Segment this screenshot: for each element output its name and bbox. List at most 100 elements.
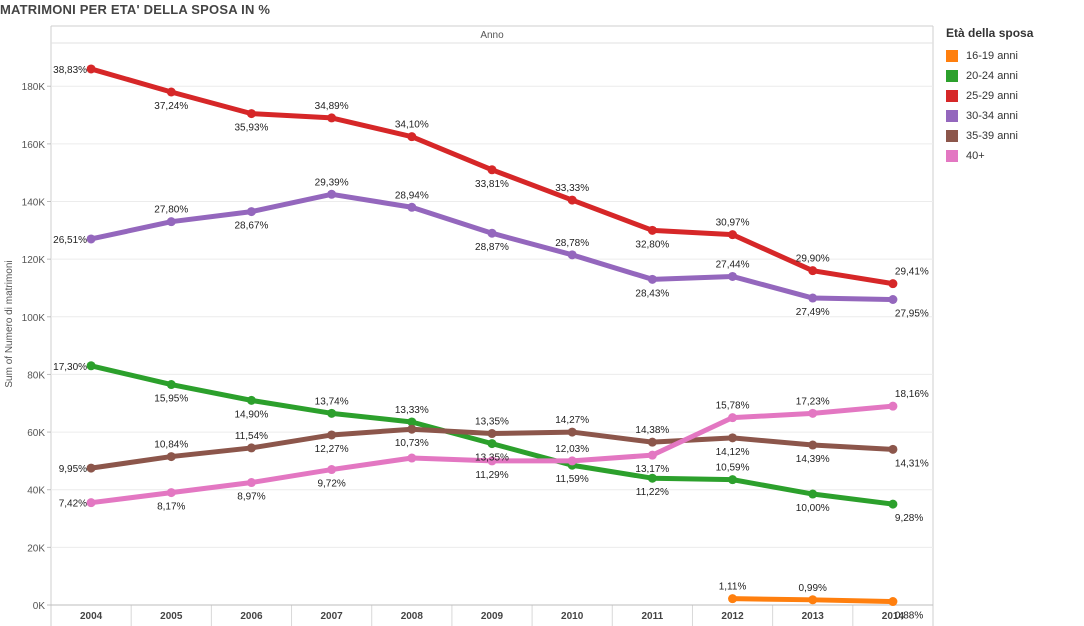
chart-title: MATRIMONI PER ETA' DELLA SPOSA IN % bbox=[0, 2, 271, 17]
x-tick-label: 2011 bbox=[642, 611, 664, 622]
data-point bbox=[327, 189, 337, 199]
y-tick-label: 120K bbox=[22, 255, 46, 266]
data-point bbox=[407, 132, 417, 142]
data-label: 27,44% bbox=[716, 259, 750, 270]
legend-item-16-19[interactable]: 16-19 anni bbox=[944, 46, 1079, 66]
data-point bbox=[728, 475, 738, 485]
data-point bbox=[327, 465, 337, 475]
y-tick-label: 60K bbox=[27, 428, 45, 439]
data-point bbox=[567, 250, 577, 260]
legend-item-30-34[interactable]: 30-34 anni bbox=[944, 106, 1079, 126]
data-label: 28,67% bbox=[234, 221, 268, 232]
data-label: 0,88% bbox=[895, 611, 923, 622]
data-point bbox=[808, 489, 818, 499]
data-point bbox=[567, 427, 577, 437]
legend-label: 30-34 anni bbox=[966, 110, 1018, 122]
legend-item-20-24[interactable]: 20-24 anni bbox=[944, 66, 1079, 86]
legend-label: 40+ bbox=[966, 150, 985, 162]
legend-swatch bbox=[946, 110, 958, 122]
data-point bbox=[166, 488, 176, 498]
data-label: 34,10% bbox=[395, 120, 429, 131]
data-label: 29,90% bbox=[796, 254, 830, 265]
data-label: 11,54% bbox=[235, 431, 268, 442]
y-tick-label: 40K bbox=[27, 486, 45, 497]
data-point bbox=[246, 395, 256, 405]
y-tick-label: 180K bbox=[22, 82, 46, 93]
data-label: 10,59% bbox=[716, 463, 750, 474]
data-point bbox=[728, 594, 738, 604]
legend-swatch bbox=[946, 150, 958, 162]
data-point bbox=[246, 478, 256, 488]
data-point bbox=[888, 401, 898, 411]
data-point bbox=[567, 195, 577, 205]
data-label: 13,35% bbox=[475, 453, 509, 464]
y-tick-label: 80K bbox=[27, 370, 45, 381]
data-point bbox=[888, 499, 898, 509]
data-label: 27,49% bbox=[796, 307, 830, 318]
data-label: 10,73% bbox=[395, 438, 429, 449]
data-point bbox=[487, 439, 497, 449]
data-label: 7,42% bbox=[59, 499, 87, 510]
data-label: 26,51% bbox=[53, 235, 87, 246]
data-point bbox=[728, 413, 738, 423]
legend-item-40-plus[interactable]: 40+ bbox=[944, 146, 1079, 166]
data-point bbox=[407, 453, 417, 463]
line-chart: Anno 0K 20K 40K 60K 80K 100K 120K 140K 160K 180K 20… bbox=[4, 25, 934, 626]
data-label: 8,97% bbox=[237, 492, 265, 503]
x-tick-label: 2009 bbox=[481, 611, 504, 622]
data-point bbox=[407, 202, 417, 212]
data-label: 13,35% bbox=[475, 417, 509, 428]
data-label: 17,23% bbox=[796, 396, 830, 407]
data-point bbox=[808, 595, 818, 605]
data-point bbox=[246, 109, 256, 119]
data-label: 11,22% bbox=[636, 487, 669, 498]
data-point bbox=[407, 424, 417, 434]
legend-swatch bbox=[946, 50, 958, 62]
data-point bbox=[86, 64, 96, 74]
data-point bbox=[487, 456, 497, 466]
data-point bbox=[888, 597, 898, 607]
data-label: 27,95% bbox=[895, 309, 929, 320]
data-label: 13,74% bbox=[315, 396, 349, 407]
data-label: 0,99% bbox=[799, 583, 827, 594]
data-label: 11,59% bbox=[556, 474, 589, 485]
y-tick-label: 140K bbox=[22, 198, 46, 209]
data-point bbox=[888, 444, 898, 454]
data-point bbox=[327, 430, 337, 440]
data-point bbox=[246, 207, 256, 217]
data-label: 12,27% bbox=[315, 444, 349, 455]
data-point bbox=[86, 498, 96, 508]
data-label: 27,80% bbox=[154, 205, 188, 216]
data-point bbox=[728, 271, 738, 281]
data-point bbox=[327, 113, 337, 123]
y-axis-title: Sum of Numero di matrimoni bbox=[4, 260, 15, 387]
legend-item-25-29[interactable]: 25-29 anni bbox=[944, 86, 1079, 106]
x-tick-label: 2005 bbox=[160, 611, 183, 622]
data-label: 14,39% bbox=[796, 454, 830, 465]
legend-swatch bbox=[946, 70, 958, 82]
data-label: 33,33% bbox=[555, 183, 589, 194]
data-label: 13,17% bbox=[635, 464, 669, 475]
data-point bbox=[647, 450, 657, 460]
data-point bbox=[86, 234, 96, 244]
data-label: 14,12% bbox=[716, 447, 750, 458]
data-point bbox=[888, 295, 898, 305]
data-label: 17,30% bbox=[53, 362, 87, 373]
data-label: 11,29% bbox=[475, 470, 508, 481]
data-label: 34,89% bbox=[315, 101, 349, 112]
data-label: 12,03% bbox=[555, 444, 589, 455]
data-label: 32,80% bbox=[635, 239, 669, 250]
data-label: 33,81% bbox=[475, 179, 509, 190]
data-point bbox=[166, 87, 176, 97]
data-label: 37,24% bbox=[154, 101, 188, 112]
data-point bbox=[808, 266, 818, 276]
legend-item-35-39[interactable]: 35-39 anni bbox=[944, 126, 1079, 146]
x-tick-label: 2013 bbox=[802, 611, 825, 622]
data-label: 10,00% bbox=[796, 503, 830, 514]
legend-swatch bbox=[946, 90, 958, 102]
data-label: 29,39% bbox=[315, 177, 349, 188]
data-label: 28,87% bbox=[475, 242, 509, 253]
data-point bbox=[166, 380, 176, 390]
data-label: 35,93% bbox=[234, 123, 268, 134]
data-point bbox=[407, 417, 417, 427]
